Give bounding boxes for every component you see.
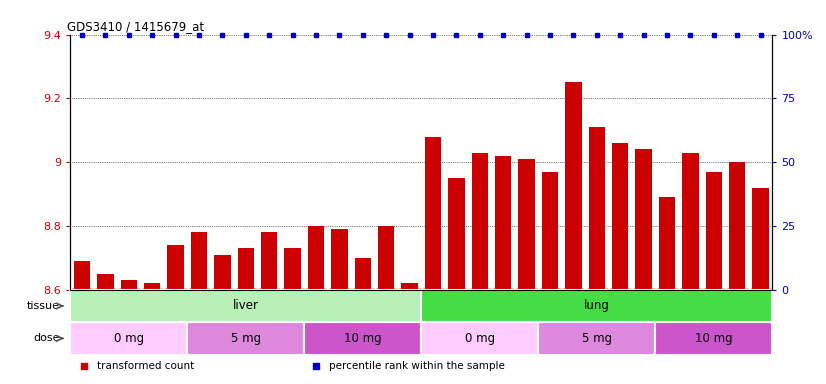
Bar — [635, 149, 652, 290]
Bar — [589, 127, 605, 290]
Bar — [121, 280, 137, 290]
Bar — [519, 159, 534, 290]
Bar — [655, 322, 772, 355]
Bar — [188, 322, 304, 355]
Bar — [449, 178, 464, 290]
Text: transformed count: transformed count — [97, 361, 194, 371]
Text: 10 mg: 10 mg — [695, 332, 733, 345]
Bar — [97, 274, 113, 290]
Bar — [378, 226, 394, 290]
Text: percentile rank within the sample: percentile rank within the sample — [329, 361, 505, 371]
Bar — [612, 143, 629, 290]
Bar — [495, 156, 511, 290]
Bar — [168, 245, 183, 290]
Bar — [261, 232, 278, 290]
Bar — [74, 261, 90, 290]
Bar — [70, 322, 188, 355]
Bar — [191, 232, 207, 290]
Bar — [472, 152, 488, 290]
Bar — [729, 162, 745, 290]
Bar — [401, 283, 418, 290]
Bar — [70, 290, 421, 322]
Bar — [144, 283, 160, 290]
Bar — [214, 255, 230, 290]
Bar — [421, 290, 772, 322]
Bar — [542, 172, 558, 290]
Bar — [304, 322, 421, 355]
Text: 0 mg: 0 mg — [114, 332, 144, 345]
Text: 10 mg: 10 mg — [344, 332, 382, 345]
Bar — [308, 226, 324, 290]
Bar — [659, 197, 675, 290]
Bar — [238, 248, 254, 290]
Text: 5 mg: 5 mg — [582, 332, 612, 345]
Bar — [425, 137, 441, 290]
Bar — [752, 188, 769, 290]
Bar — [331, 229, 348, 290]
Text: lung: lung — [584, 300, 610, 313]
Text: GDS3410 / 1415679_at: GDS3410 / 1415679_at — [67, 20, 204, 33]
Bar — [705, 172, 722, 290]
Bar — [284, 248, 301, 290]
Text: tissue: tissue — [26, 301, 59, 311]
Bar — [565, 83, 582, 290]
Bar — [539, 322, 655, 355]
Text: dose: dose — [33, 333, 59, 343]
Text: liver: liver — [233, 300, 259, 313]
Bar — [682, 152, 699, 290]
Bar — [354, 258, 371, 290]
Bar — [421, 322, 539, 355]
Text: 5 mg: 5 mg — [230, 332, 261, 345]
Text: 0 mg: 0 mg — [465, 332, 495, 345]
